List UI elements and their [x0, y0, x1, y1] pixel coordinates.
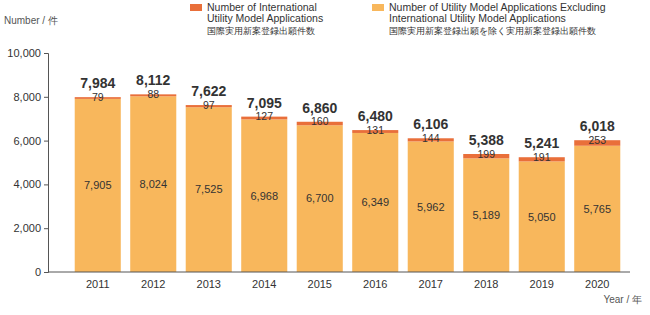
x-tick-label: 2015 [308, 278, 332, 290]
y-tick-mark [44, 141, 48, 142]
bars [75, 94, 621, 272]
y-tick-mark [44, 228, 48, 229]
y-tick-label: 0 [35, 266, 41, 278]
x-tick: 2019 [530, 272, 554, 290]
data-label: 160 [311, 115, 329, 127]
x-tick: 2016 [363, 272, 387, 290]
bar [297, 125, 343, 272]
x-tick: 2012 [141, 272, 165, 290]
total-label: 7,095 [247, 95, 282, 111]
legend-label: Number of InternationalUtility Model App… [207, 1, 323, 36]
x-tick-label: 2016 [363, 278, 387, 290]
data-label: 97 [203, 99, 215, 111]
legend-swatch [190, 4, 202, 11]
x-tick: 2011 [86, 272, 110, 290]
data-label: 253 [588, 134, 606, 146]
x-tick-label: 2020 [585, 278, 609, 290]
x-tick-label: 2013 [197, 278, 221, 290]
y-tick: 6,000 [13, 135, 48, 147]
data-label: 88 [147, 88, 159, 100]
total-label: 6,106 [413, 116, 448, 132]
y-tick: 4,000 [13, 178, 48, 190]
x-tick-label: 2012 [141, 278, 165, 290]
data-label: 144 [422, 132, 440, 144]
x-tick-label: 2018 [474, 278, 498, 290]
y-tick: 0 [35, 266, 48, 278]
x-tick: 2020 [585, 272, 609, 290]
y-axis: 0 2,000 4,000 6,000 8,000 10,000 [7, 47, 48, 278]
total-label: 7,984 [80, 75, 115, 91]
x-tick: 2013 [197, 272, 221, 290]
data-label: 191 [533, 151, 551, 163]
data-label: 6,700 [306, 192, 334, 204]
x-tick: 2015 [308, 272, 332, 290]
data-label: 5,189 [472, 209, 500, 221]
y-tick-mark [44, 97, 48, 98]
data-label: 131 [366, 124, 384, 136]
y-axis-title: Number / 件 [4, 15, 58, 26]
y-tick-mark [44, 272, 48, 273]
legend-label: Number of Utility Model Applications Exc… [389, 1, 606, 36]
bar [130, 96, 176, 272]
legend-item: Number of Utility Model Applications Exc… [372, 1, 606, 36]
data-label: 199 [477, 148, 495, 160]
data-label: 8,024 [139, 178, 167, 190]
data-label: 7,905 [84, 179, 112, 191]
y-tick-label: 4,000 [13, 178, 41, 190]
x-tick: 2014 [252, 272, 276, 290]
total-label: 6,860 [302, 100, 337, 116]
data-label: 6,349 [361, 196, 389, 208]
data-label: 79 [92, 91, 104, 103]
bar [75, 99, 121, 272]
legend-swatch [372, 4, 384, 11]
legend-label-line: 国際実用新案登録出願件数 [207, 26, 315, 36]
x-tick-label: 2014 [252, 278, 276, 290]
bar [408, 141, 454, 272]
data-label: 7,525 [195, 183, 223, 195]
x-axis: 2011 2012 2013 2014 2015 2016 2017 2018 2019 2020 [48, 272, 630, 290]
bar [519, 161, 565, 272]
total-label: 6,480 [358, 108, 393, 124]
y-tick: 2,000 [13, 222, 48, 234]
y-tick-label: 8,000 [13, 91, 41, 103]
total-label: 5,388 [469, 132, 504, 148]
y-tick: 10,000 [7, 47, 48, 59]
legend-item: Number of InternationalUtility Model App… [190, 1, 323, 36]
total-label: 7,622 [191, 83, 226, 99]
bar [352, 133, 398, 272]
chart-svg: 0 2,000 4,000 6,000 8,000 10,000 7,905 797,984 8… [0, 0, 650, 315]
y-tick: 8,000 [13, 91, 48, 103]
legend-label-line: 国際実用新案登録出願を除く実用新案登録出願件数 [389, 26, 596, 36]
legend-label-line: International Utility Model Applications [389, 12, 566, 24]
bar [574, 146, 620, 272]
x-tick-label: 2017 [419, 278, 443, 290]
x-axis-title: Year / 年 [603, 294, 642, 305]
total-label: 5,241 [524, 135, 559, 151]
x-tick-label: 2011 [86, 278, 110, 290]
data-labels: 7,905 797,984 8,024 888,112 7,525 977,622 6,96… [80, 72, 615, 222]
legend: Number of InternationalUtility Model App… [190, 1, 606, 36]
total-label: 8,112 [136, 72, 170, 88]
y-tick-label: 6,000 [13, 135, 41, 147]
x-axis-line [48, 272, 630, 273]
x-tick-label: 2019 [530, 278, 554, 290]
x-tick: 2018 [474, 272, 498, 290]
data-label: 127 [255, 110, 273, 122]
data-label: 5,050 [528, 211, 556, 223]
bar [241, 119, 287, 272]
bar [463, 158, 509, 272]
y-axis-line [44, 54, 49, 273]
y-tick-label: 2,000 [13, 222, 41, 234]
chart-container: 0 2,000 4,000 6,000 8,000 10,000 7,905 797,984 8… [0, 0, 650, 315]
bar [186, 107, 232, 272]
data-label: 5,962 [417, 201, 445, 213]
y-tick-mark [44, 184, 48, 185]
total-label: 6,018 [580, 118, 615, 134]
y-tick-label: 10,000 [7, 47, 41, 59]
data-label: 6,968 [250, 190, 278, 202]
data-label: 5,765 [583, 203, 611, 215]
x-tick: 2017 [419, 272, 443, 290]
legend-label-line: Utility Model Applications [207, 12, 323, 24]
y-tick-mark [44, 53, 48, 54]
